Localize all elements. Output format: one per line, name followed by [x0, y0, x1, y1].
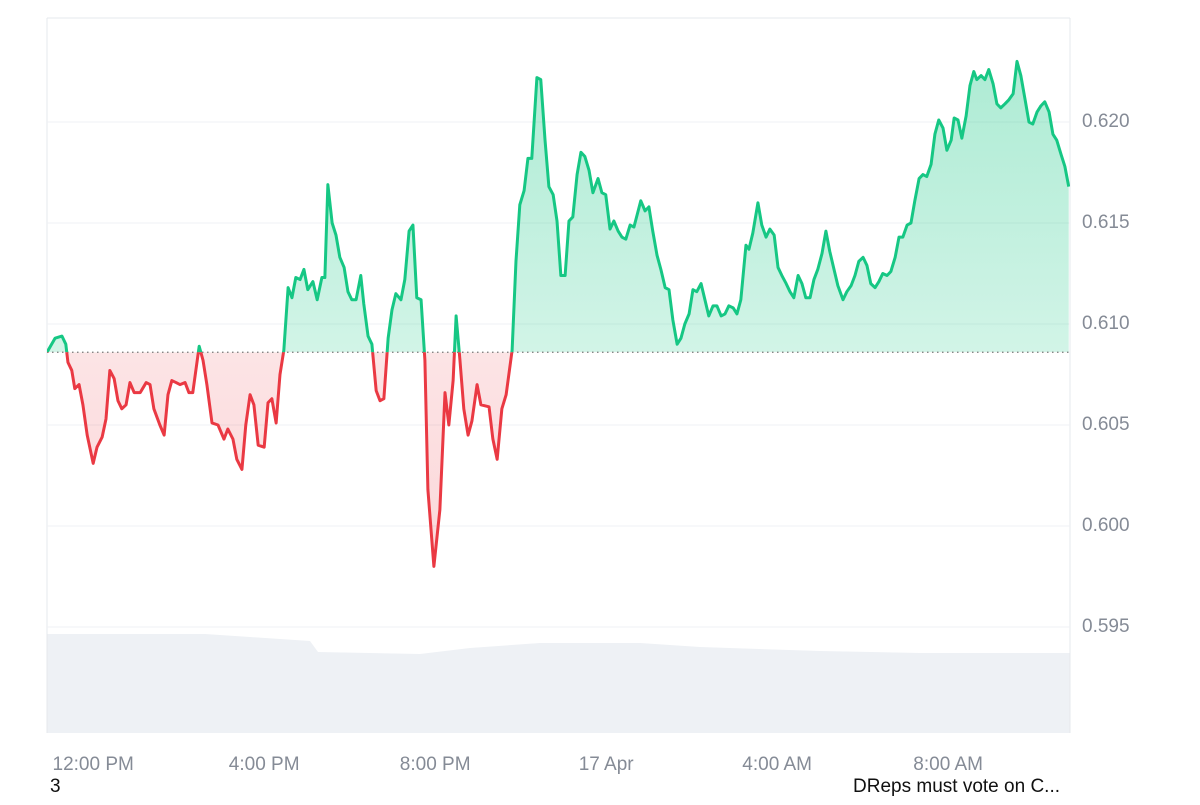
y-tick-label: 0.600	[1082, 515, 1130, 536]
area-up	[47, 61, 1069, 353]
x-tick-label: 8:00 PM	[400, 754, 471, 775]
footer-right: DReps must vote on C...	[853, 776, 1060, 797]
x-tick-label: 12:00 PM	[53, 754, 134, 775]
x-tick-label: 4:00 AM	[742, 754, 812, 775]
y-tick-label: 0.620	[1082, 111, 1130, 132]
line-down	[47, 352, 514, 568]
volume-area	[47, 634, 1070, 733]
x-tick-label: 17 Apr	[579, 754, 635, 775]
y-tick-label: 0.615	[1082, 212, 1130, 233]
y-tick-label: 0.595	[1082, 616, 1130, 637]
y-tick-label: 0.605	[1082, 414, 1130, 435]
area-down	[47, 352, 1069, 567]
x-tick-label: 4:00 PM	[229, 754, 300, 775]
y-tick-label: 0.610	[1082, 313, 1130, 334]
x-tick-label: 8:00 AM	[913, 754, 983, 775]
footer-left: 3	[50, 776, 61, 797]
line-up	[47, 59, 1070, 353]
